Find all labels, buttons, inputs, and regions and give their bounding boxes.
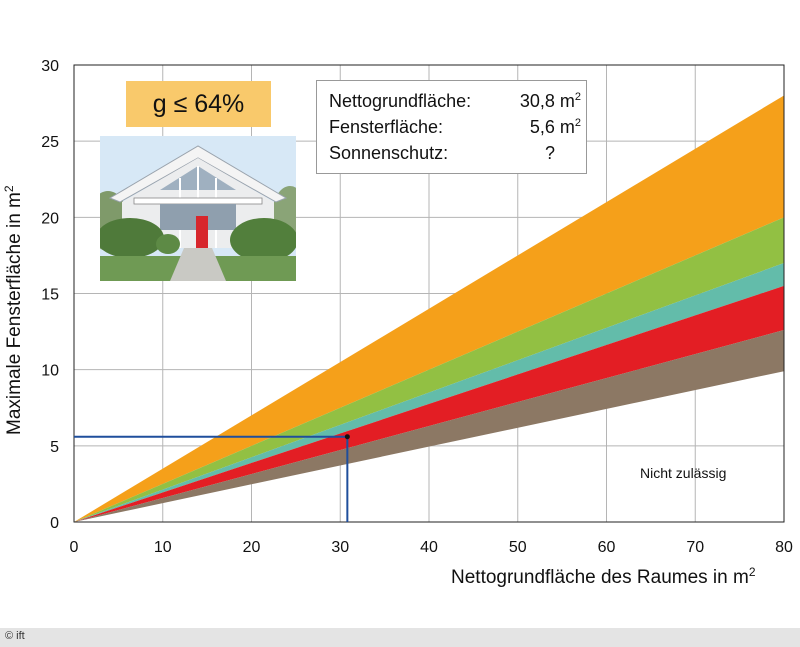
- info-value: 30,8 m2: [519, 91, 581, 111]
- info-label: Nettogrundfläche:: [329, 91, 472, 111]
- house-photo: [100, 136, 296, 281]
- x-tick-label: 10: [154, 539, 172, 556]
- area-series: [74, 95, 784, 523]
- info-label: Fensterfläche:: [329, 117, 444, 137]
- credit-text: © ift: [5, 630, 25, 642]
- info-value: ?: [544, 143, 555, 163]
- info-value: 5,6 m2: [529, 117, 581, 137]
- y-tick-label: 0: [50, 515, 59, 532]
- x-tick-label: 40: [420, 539, 438, 556]
- x-tick-label: 0: [70, 539, 79, 556]
- x-axis-title: Nettogrundfläche des Raumes in m2: [451, 565, 756, 588]
- annotation-lines: [74, 434, 350, 522]
- x-tick-label: 20: [243, 539, 261, 556]
- y-axis-title: Maximale Fensterfläche in m2: [2, 185, 25, 435]
- footer: © ift: [0, 628, 800, 647]
- x-tick-label: 50: [509, 539, 527, 556]
- info-row-area: Nettogrundfläche: 30,8 m2: [329, 88, 586, 114]
- x-tick-label: 30: [331, 539, 349, 556]
- g-value-box: g ≤ 64%: [126, 81, 271, 127]
- plot-border: [73, 64, 785, 523]
- series-band: [74, 95, 784, 522]
- annotation-point: [344, 434, 350, 440]
- info-label: Sonnenschutz:: [329, 143, 449, 163]
- x-tick-label: 60: [598, 539, 616, 556]
- info-row-shading: Sonnenschutz: ?: [329, 140, 586, 166]
- y-tick-label: 30: [41, 58, 59, 75]
- info-row-window: Fensterfläche: 5,6 m2: [329, 114, 586, 140]
- info-box: Nettogrundfläche: 30,8 m2 Fensterfläche:…: [316, 80, 587, 174]
- x-tick-label: 70: [686, 539, 704, 556]
- y-tick-label: 20: [41, 210, 59, 227]
- tick-labels: 0 10 20 30 40 50 60 70 80 0 5 10 15 20 25 30: [41, 58, 793, 556]
- series-band: [74, 263, 784, 522]
- series-band: [74, 330, 784, 522]
- plot-frame: [73, 64, 785, 523]
- y-tick-label: 10: [41, 363, 59, 380]
- y-tick-label: 15: [41, 287, 59, 304]
- series-band: [74, 217, 784, 523]
- x-tick-label: 80: [775, 539, 793, 556]
- y-tick-label: 25: [41, 134, 59, 151]
- y-tick-label: 5: [50, 439, 59, 456]
- region-note: Nicht zulässig: [640, 465, 726, 481]
- series-band: [74, 285, 784, 522]
